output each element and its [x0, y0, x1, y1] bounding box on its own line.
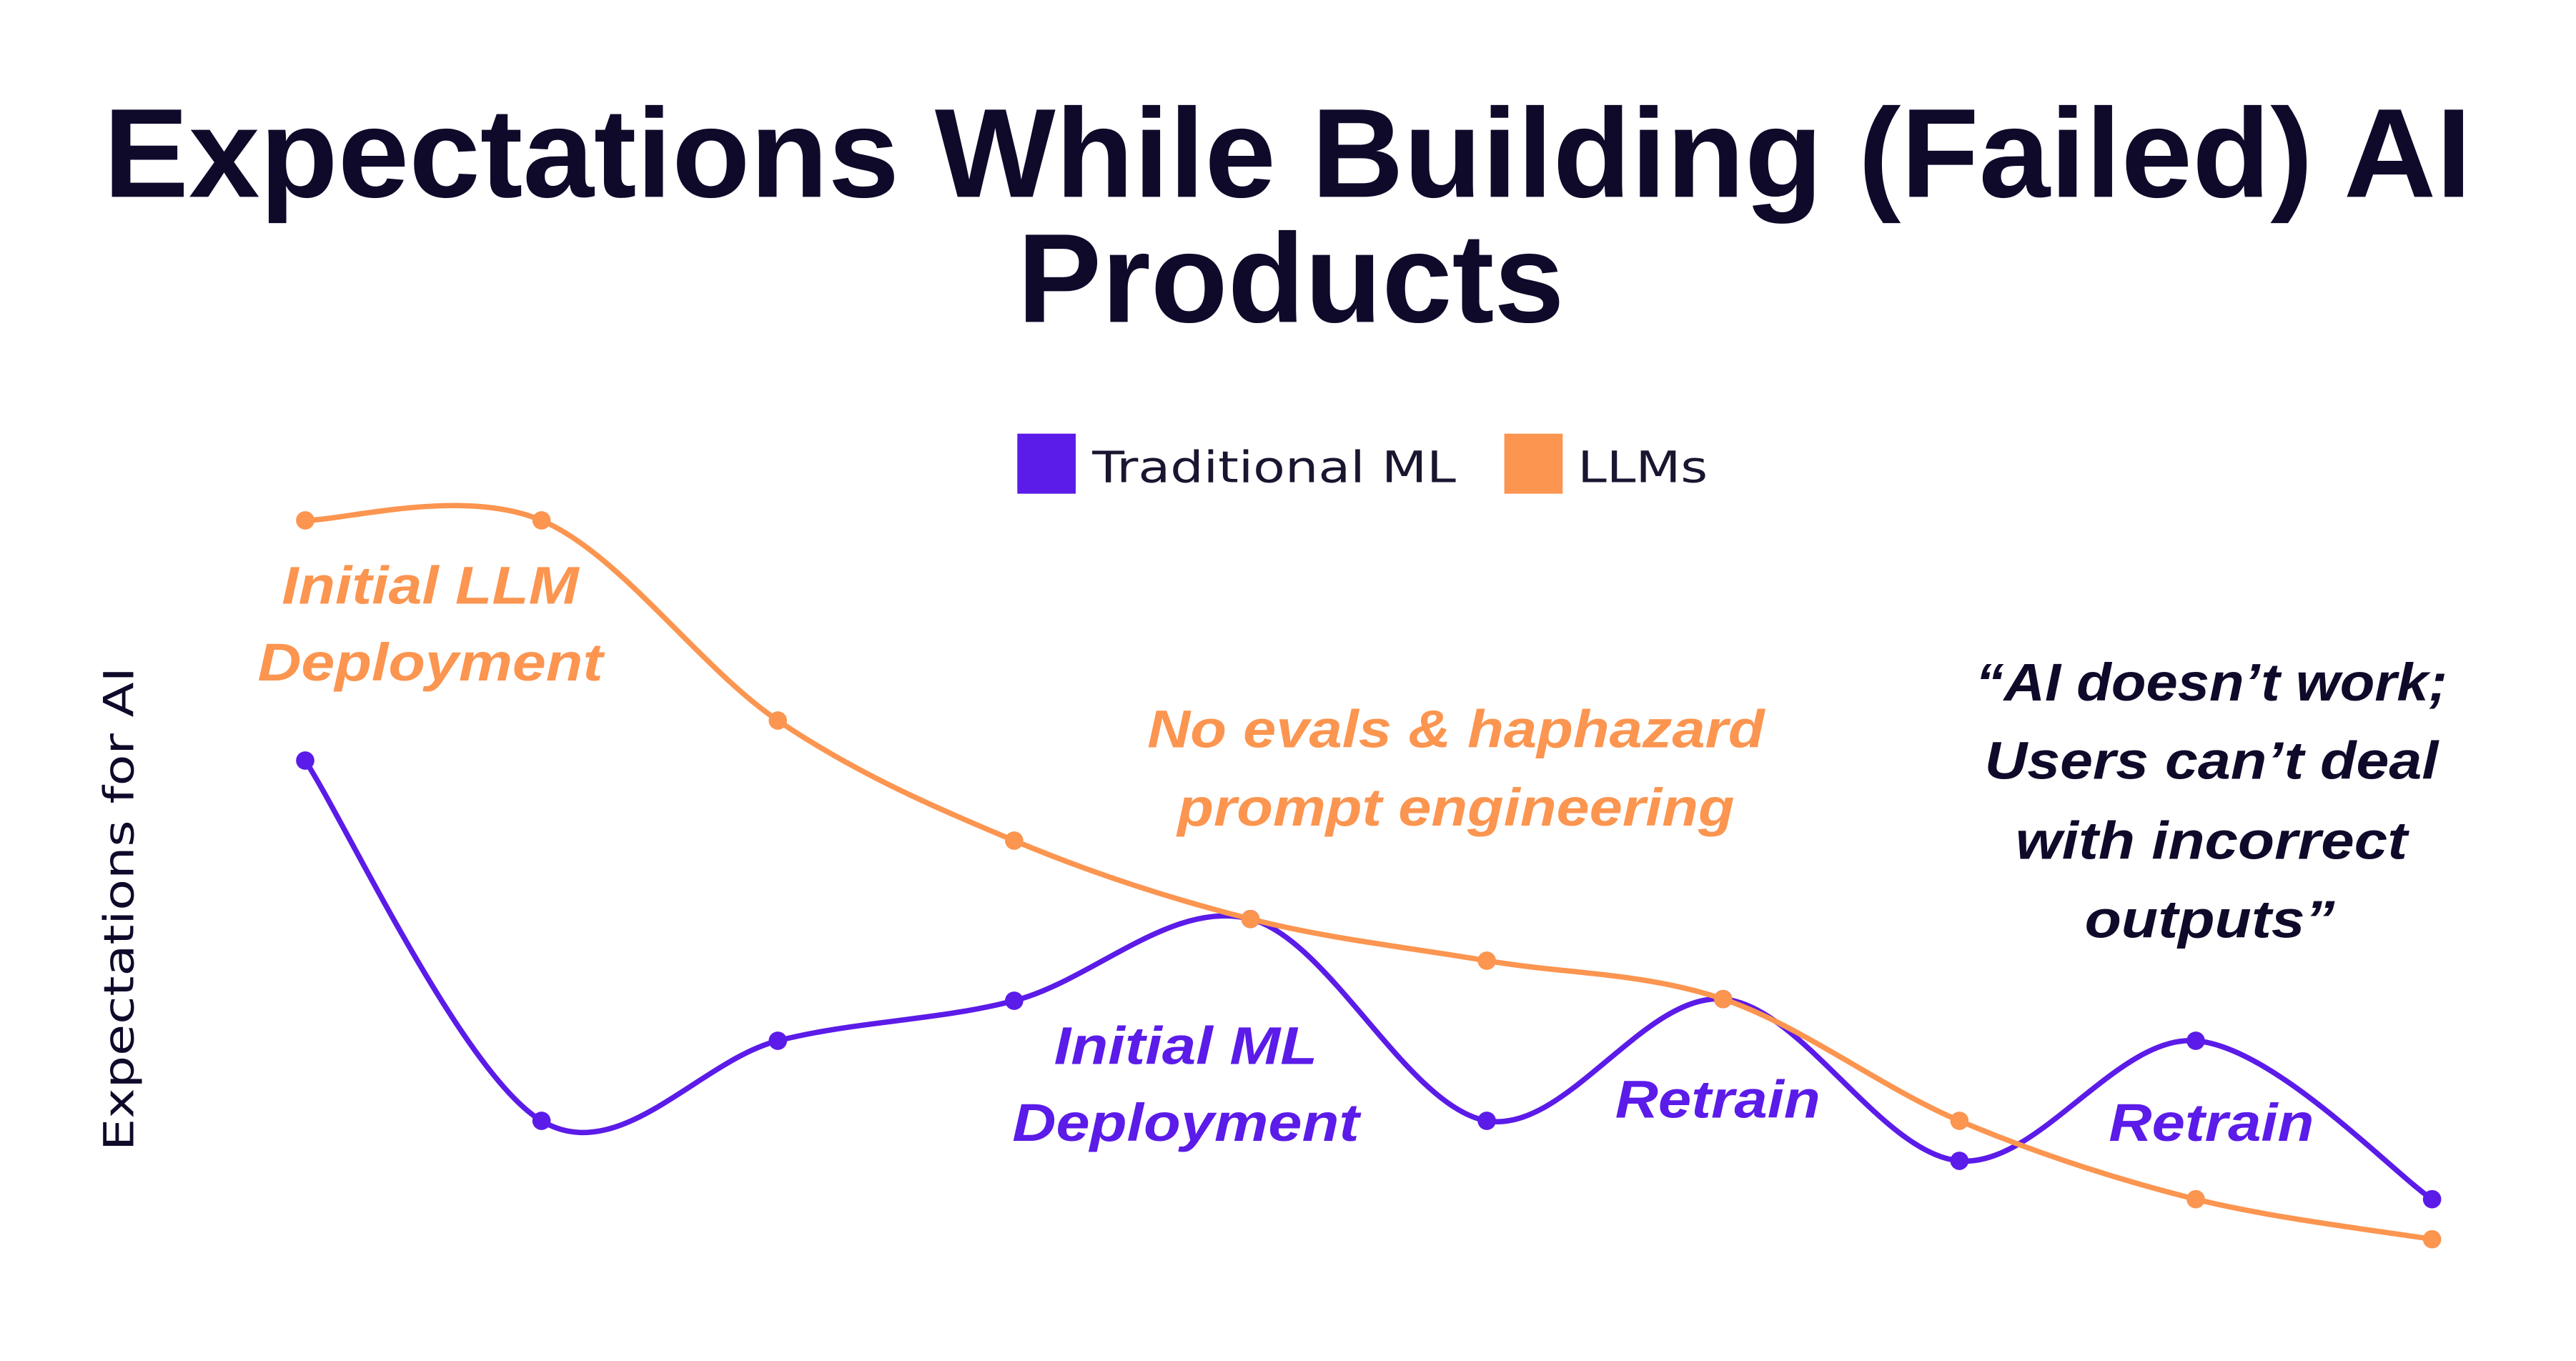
annotation-retrain-1: Retrain	[1615, 1069, 1820, 1129]
annotation-retrain-2: Retrain	[2109, 1092, 2314, 1152]
data-point-llms-1	[296, 511, 314, 530]
legend-swatch-llms	[1504, 433, 1563, 494]
data-point-traditional-ml-1	[296, 751, 314, 770]
annotation-ml-deploy-1: Initial ML	[1054, 1016, 1318, 1076]
annotation-no-evals-2: prompt engineering	[1176, 777, 1735, 837]
annotation-llm-deploy-2: Deployment	[257, 632, 605, 692]
data-point-llms-5	[1241, 909, 1260, 929]
annotation-quote-1: “AI doesn’t work;	[1976, 652, 2447, 712]
series-line-traditional-ml	[302, 758, 2434, 1202]
legend-label-traditional-ml: Traditional ML	[1091, 442, 1456, 493]
data-point-llms-2	[532, 511, 551, 530]
legend: Traditional ML LLMs	[1017, 433, 1708, 494]
series-layer	[296, 503, 2442, 1249]
data-point-llms-10	[2422, 1229, 2442, 1249]
legend-label-llms: LLMs	[1577, 442, 1708, 493]
series-line-llms	[304, 503, 2433, 1242]
chart-title-line-1: Expectations While Building (Failed) AI	[104, 81, 2472, 224]
annotation-llm-deploy-1: Initial LLM	[282, 555, 580, 615]
data-point-traditional-ml-6	[1477, 1112, 1496, 1130]
chart-title-line-2: Products	[1017, 207, 1564, 349]
annotation-quote-4: outputs”	[2085, 889, 2336, 949]
data-point-llms-8	[1950, 1112, 1969, 1130]
legend-swatch-traditional-ml	[1017, 433, 1076, 494]
data-point-traditional-ml-9	[2186, 1031, 2205, 1050]
annotations: Initial LLM Deployment No evals & haphaz…	[257, 555, 2447, 1152]
data-point-llms-3	[768, 711, 788, 730]
data-point-llms-7	[1713, 989, 1733, 1009]
data-point-traditional-ml-2	[532, 1112, 551, 1130]
annotation-quote-2: Users can’t deal	[1985, 731, 2440, 791]
data-point-traditional-ml-3	[768, 1031, 788, 1050]
data-point-llms-9	[2186, 1189, 2205, 1209]
data-point-llms-4	[1005, 831, 1024, 850]
y-axis-label: Expectations for AI	[95, 667, 144, 1151]
annotation-quote-3: with incorrect	[2016, 811, 2410, 871]
data-point-traditional-ml-8	[1950, 1152, 1969, 1170]
data-point-traditional-ml-10	[2422, 1189, 2442, 1209]
annotation-ml-deploy-2: Deployment	[1012, 1092, 1362, 1152]
annotation-no-evals-1: No evals & haphazard	[1147, 698, 1765, 758]
data-point-traditional-ml-4	[1005, 991, 1024, 1010]
data-point-llms-6	[1477, 951, 1496, 970]
